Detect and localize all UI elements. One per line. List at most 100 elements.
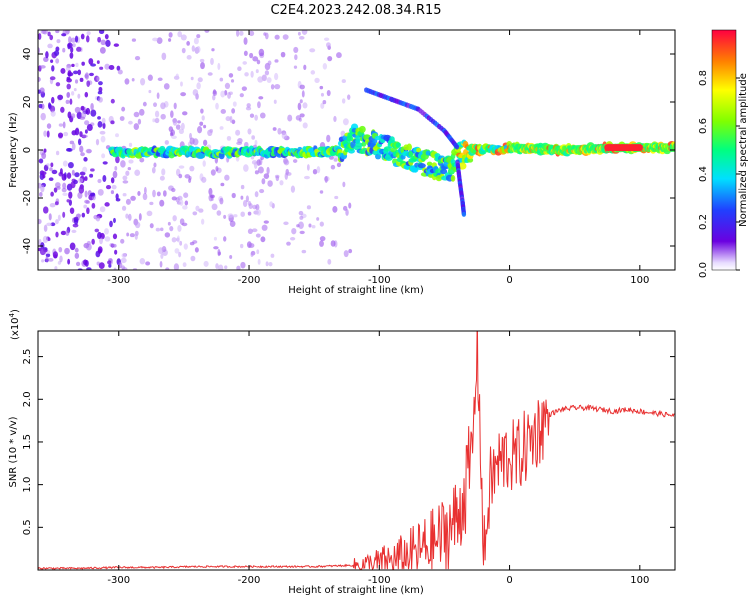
spectrogram-cell: [298, 221, 304, 229]
spectrogram-cell: [43, 148, 47, 153]
spectrogram-cell: [74, 79, 79, 84]
spectrogram-cell: [408, 150, 414, 158]
spectrogram-cell: [121, 205, 127, 211]
spectrogram-cell: [119, 116, 125, 121]
spectrogram-cell: [69, 207, 75, 214]
spectrogram-cell: [298, 36, 305, 40]
spectrogram-cell: [197, 126, 203, 134]
spectrogram-cell: [151, 166, 156, 174]
spectrogram-cell: [42, 30, 48, 35]
spectrogram-cell: [312, 169, 318, 175]
spectrogram-cell: [104, 202, 110, 207]
spectrogram-cell: [322, 62, 328, 70]
spectrogram-cell: [95, 138, 100, 146]
spectrogram-cell: [251, 228, 258, 233]
spectrogram-cell: [75, 261, 81, 267]
spectrogram-cell: [274, 72, 279, 81]
spectrogram-cell: [224, 174, 230, 181]
colorbar-tick-label: 0.4: [698, 166, 709, 182]
spectrogram-cell: [289, 236, 296, 241]
spectrogram-cell: [467, 157, 474, 163]
spectrogram-cells: [38, 30, 675, 270]
snr-ticks: -300 -200 -100 0 100 0.5 1.0 1.5 2.0 2.5: [22, 331, 675, 586]
spectrogram-cell: [168, 126, 174, 132]
spectrogram-cell: [66, 78, 72, 83]
spectrogram-cell: [224, 82, 231, 90]
spectrogram-cell: [327, 258, 332, 265]
spectrogram-cell: [237, 66, 242, 72]
colorbar-tick-label: 0.6: [698, 118, 709, 134]
spectrogram-cell: [190, 76, 194, 81]
spectrogram-cell: [90, 168, 95, 172]
spectrogram-cell: [269, 201, 274, 208]
spectrogram-cell: [254, 170, 259, 175]
spectrogram-cell: [219, 77, 224, 82]
spectrogram-cell: [207, 72, 213, 76]
spectrogram-cell: [154, 117, 160, 124]
spectrogram-cell: [49, 105, 56, 113]
spectrogram-cell: [215, 263, 219, 270]
spectrogram-cell: [249, 52, 254, 59]
spectrogram-cell: [41, 171, 47, 176]
spectrogram-cell: [83, 259, 88, 266]
spectrogram-cell: [88, 58, 94, 65]
spectrogram-cell: [333, 115, 337, 123]
spectrogram-cell: [102, 174, 107, 183]
spectrogram-cell: [210, 194, 215, 199]
spectrogram-cell: [200, 61, 205, 70]
spectrogram-cell: [48, 177, 54, 182]
spectrogram-cell: [201, 115, 205, 121]
spectrogram-cell: [301, 30, 308, 35]
spectrogram-cell: [84, 72, 90, 80]
spectrogram-cell: [324, 176, 328, 183]
spectrogram-cell: [334, 195, 339, 200]
colorbar-tick-label: 0.0: [698, 262, 709, 278]
spectrogram-cell: [202, 160, 206, 167]
spectrogram-cell: [314, 77, 320, 84]
spectrogram-cell: [263, 173, 270, 179]
spectrogram-cell: [286, 241, 291, 246]
spectrogram-cell: [105, 184, 112, 190]
spectrogram-cell: [211, 48, 215, 52]
colorbar-tick-label: 0.2: [698, 214, 709, 230]
spectrogram-cell: [177, 224, 182, 232]
spectrogram-cell: [319, 240, 324, 247]
spectrogram-cell: [226, 135, 232, 141]
spectrogram-cell: [196, 82, 201, 90]
spectrogram-cell: [299, 215, 304, 220]
spectrogram-cell: [275, 175, 280, 182]
spectrogram-cell: [277, 127, 282, 135]
spectrogram-cell: [171, 196, 177, 201]
spectrogram-cell: [152, 118, 156, 123]
spectrogram-cell: [133, 111, 140, 118]
spectrogram-cell: [274, 83, 281, 90]
spectrogram-cell: [97, 36, 101, 43]
spectrogram-cell: [172, 118, 178, 126]
spectrogram-cell: [239, 93, 244, 98]
spectrogram-cell: [72, 223, 79, 228]
spectrogram-cell: [316, 166, 321, 174]
spectrogram-cell: [51, 169, 58, 175]
spectrogram-cell: [169, 132, 174, 137]
spectrogram-cell: [426, 161, 433, 167]
spectrogram-cell: [98, 262, 105, 270]
spectrogram-cell: [342, 118, 349, 126]
spectrogram-cell: [258, 96, 264, 100]
spectrogram-cell: [120, 257, 127, 264]
y-tick-label: -40: [22, 238, 33, 254]
spectrogram-cell: [211, 203, 218, 211]
spectrogram-cell: [180, 34, 187, 41]
spectrogram-cell: [74, 172, 80, 178]
spectrogram-cell: [46, 130, 50, 138]
spectrogram-cell: [63, 131, 69, 137]
spectrogram-cell: [65, 30, 70, 35]
spectrogram-cell: [67, 72, 74, 77]
spectrogram-cell: [54, 201, 59, 206]
spectrogram-cell: [96, 60, 100, 65]
spectrogram-cell: [244, 72, 249, 77]
spectrogram-cell: [73, 70, 79, 75]
spectrogram-cell: [233, 214, 238, 218]
spectrogram-cell: [38, 103, 43, 109]
spectrogram-cell: [161, 52, 167, 61]
